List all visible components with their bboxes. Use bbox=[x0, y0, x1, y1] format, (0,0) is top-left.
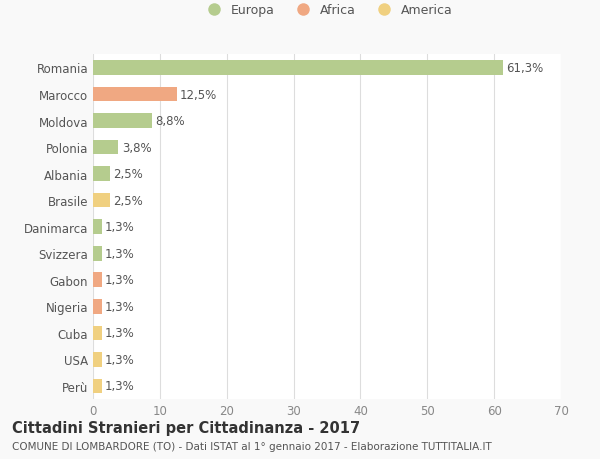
Bar bbox=[93, 326, 101, 341]
Text: COMUNE DI LOMBARDORE (TO) - Dati ISTAT al 1° gennaio 2017 - Elaborazione TUTTITA: COMUNE DI LOMBARDORE (TO) - Dati ISTAT a… bbox=[12, 441, 492, 451]
Text: 3,8%: 3,8% bbox=[122, 141, 151, 154]
Text: 2,5%: 2,5% bbox=[113, 194, 143, 207]
Text: 1,3%: 1,3% bbox=[105, 221, 135, 234]
Text: 1,3%: 1,3% bbox=[105, 327, 135, 340]
Text: 1,3%: 1,3% bbox=[105, 274, 135, 287]
Text: 1,3%: 1,3% bbox=[105, 300, 135, 313]
Bar bbox=[93, 220, 101, 235]
Bar bbox=[93, 140, 118, 155]
Bar bbox=[93, 88, 176, 102]
Text: 8,8%: 8,8% bbox=[155, 115, 185, 128]
Text: 1,3%: 1,3% bbox=[105, 247, 135, 260]
Text: 2,5%: 2,5% bbox=[113, 168, 143, 181]
Bar bbox=[93, 299, 101, 314]
Bar bbox=[93, 379, 101, 393]
Legend: Europa, Africa, America: Europa, Africa, America bbox=[196, 0, 458, 22]
Bar bbox=[93, 167, 110, 181]
Bar bbox=[93, 273, 101, 287]
Text: 12,5%: 12,5% bbox=[180, 88, 217, 101]
Bar bbox=[93, 114, 152, 129]
Text: 1,3%: 1,3% bbox=[105, 380, 135, 392]
Bar bbox=[93, 193, 110, 208]
Bar bbox=[93, 61, 503, 76]
Text: 1,3%: 1,3% bbox=[105, 353, 135, 366]
Text: Cittadini Stranieri per Cittadinanza - 2017: Cittadini Stranieri per Cittadinanza - 2… bbox=[12, 420, 360, 435]
Text: 61,3%: 61,3% bbox=[506, 62, 544, 75]
Bar bbox=[93, 353, 101, 367]
Bar bbox=[93, 246, 101, 261]
